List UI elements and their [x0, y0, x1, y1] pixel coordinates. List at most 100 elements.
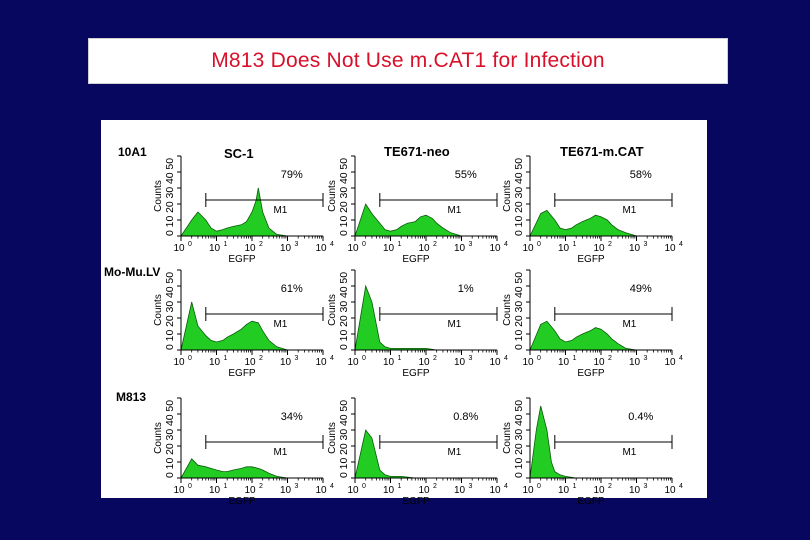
x-tick-label: 10	[664, 485, 676, 496]
x-axis-label: EGFP	[577, 496, 605, 507]
gate-label: M1	[622, 447, 636, 458]
x-tick-exponent: 1	[224, 355, 228, 362]
gate-label: M1	[447, 319, 461, 330]
x-tick-exponent: 2	[259, 241, 263, 248]
y-tick-labels: 0 10 20 30 40 50	[165, 400, 176, 478]
x-tick-exponent: 2	[259, 483, 263, 490]
column-label: TE671-neo	[384, 144, 450, 159]
x-tick-exponent: 2	[433, 241, 437, 248]
y-tick-labels: 0 10 20 30 40 50	[514, 272, 525, 350]
slide-title: M813 Does Not Use m.CAT1 for Infection	[211, 49, 605, 72]
x-tick-label: 10	[522, 357, 534, 368]
x-tick-exponent: 4	[679, 355, 683, 362]
x-tick-exponent: 3	[469, 483, 473, 490]
percent-label: 79%	[281, 169, 303, 181]
y-axis-label: Counts	[327, 422, 338, 454]
slide-title-box: M813 Does Not Use m.CAT1 for Infection	[88, 38, 728, 84]
x-tick-exponent: 1	[224, 483, 228, 490]
y-axis-label: Counts	[153, 294, 164, 326]
x-tick-label: 10	[629, 243, 641, 254]
x-tick-label: 10	[173, 485, 185, 496]
x-tick-label: 10	[489, 357, 501, 368]
x-tick-label: 10	[315, 485, 327, 496]
x-tick-exponent: 2	[608, 483, 612, 490]
x-tick-label: 10	[209, 243, 221, 254]
gate-label: M1	[273, 205, 287, 216]
x-tick-label: 10	[280, 485, 292, 496]
figure-labels: 10A1 Mo-Mu.LV M813 SC-1 TE671-neo TE671-m.CAT	[104, 144, 644, 404]
x-axis-label: EGFP	[577, 368, 605, 379]
x-tick-label: 10	[383, 243, 395, 254]
x-tick-exponent: 3	[644, 355, 648, 362]
y-tick-labels: 0 10 20 30 40 50	[339, 400, 350, 478]
x-tick-exponent: 1	[573, 241, 577, 248]
x-tick-exponent: 3	[295, 355, 299, 362]
x-axis-label: EGFP	[228, 496, 256, 507]
x-tick-label: 10	[522, 243, 534, 254]
x-tick-exponent: 2	[608, 241, 612, 248]
x-tick-exponent: 0	[362, 483, 366, 490]
x-tick-exponent: 4	[504, 241, 508, 248]
x-tick-label: 10	[593, 357, 605, 368]
x-tick-exponent: 0	[537, 241, 541, 248]
y-axis-label: Counts	[327, 294, 338, 326]
y-tick-labels: 0 10 20 30 40 50	[165, 158, 176, 236]
x-tick-label: 10	[558, 485, 570, 496]
x-tick-exponent: 0	[537, 355, 541, 362]
x-axis-label: EGFP	[577, 254, 605, 265]
histogram-area	[529, 209, 672, 237]
x-tick-label: 10	[173, 357, 185, 368]
x-tick-exponent: 4	[330, 355, 334, 362]
x-tick-label: 10	[454, 357, 466, 368]
x-tick-exponent: 2	[259, 355, 263, 362]
y-tick-labels: 0 10 20 30 40 50	[339, 158, 350, 236]
percent-label: 34%	[281, 411, 303, 423]
x-tick-label: 10	[209, 485, 221, 496]
gate-label: M1	[447, 205, 461, 216]
gate-label: M1	[622, 319, 636, 330]
x-tick-label: 10	[209, 357, 221, 368]
y-axis-label: Counts	[502, 180, 513, 212]
x-tick-label: 10	[347, 357, 359, 368]
gate-label: M1	[447, 447, 461, 458]
y-tick-labels: 0 10 20 30 40 50	[514, 400, 525, 478]
percent-label: 49%	[630, 283, 652, 295]
x-tick-exponent: 0	[188, 355, 192, 362]
x-tick-exponent: 3	[644, 483, 648, 490]
gate-label: M1	[273, 319, 287, 330]
column-label: SC-1	[224, 146, 254, 161]
x-tick-label: 10	[244, 243, 256, 254]
x-tick-label: 10	[629, 357, 641, 368]
row-label: 10A1	[118, 145, 147, 159]
x-tick-exponent: 3	[644, 241, 648, 248]
x-tick-exponent: 2	[433, 483, 437, 490]
x-tick-exponent: 1	[398, 355, 402, 362]
histogram-area	[180, 458, 323, 479]
x-tick-exponent: 2	[433, 355, 437, 362]
percent-label: 61%	[281, 283, 303, 295]
x-tick-exponent: 2	[608, 355, 612, 362]
x-tick-exponent: 4	[330, 241, 334, 248]
x-tick-exponent: 3	[469, 241, 473, 248]
x-tick-label: 10	[454, 485, 466, 496]
x-tick-label: 10	[629, 485, 641, 496]
x-tick-label: 10	[489, 243, 501, 254]
x-tick-label: 10	[244, 357, 256, 368]
x-tick-exponent: 3	[295, 241, 299, 248]
y-tick-labels: 0 10 20 30 40 50	[165, 272, 176, 350]
x-tick-label: 10	[315, 357, 327, 368]
x-tick-label: 10	[173, 243, 185, 254]
x-tick-label: 10	[664, 243, 676, 254]
x-axis-label: EGFP	[228, 254, 256, 265]
row-label: Mo-Mu.LV	[104, 265, 160, 279]
x-axis-label: EGFP	[402, 496, 430, 507]
x-tick-exponent: 1	[398, 483, 402, 490]
